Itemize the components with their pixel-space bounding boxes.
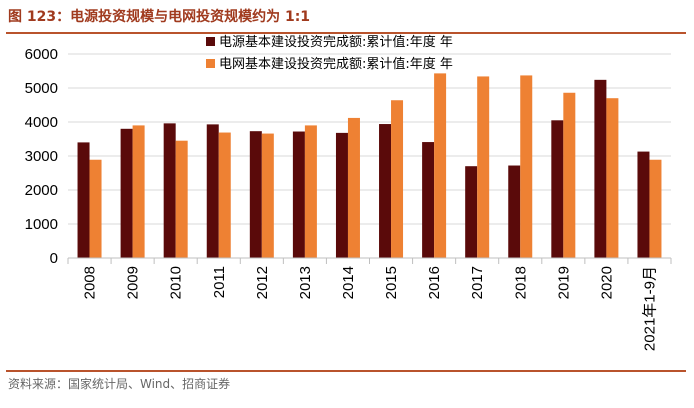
bar-power-grid-9 — [477, 76, 490, 258]
x-tick-label: 2020 — [598, 266, 615, 299]
bar-power-source-0 — [77, 142, 90, 258]
x-tick-label: 2021年1-9月 — [641, 266, 658, 351]
y-tick-label: 6000 — [25, 46, 58, 63]
x-tick-label: 2014 — [340, 266, 357, 299]
x-tick-label: 2017 — [469, 266, 486, 299]
x-tick-label: 2011 — [211, 266, 228, 298]
bar-power-source-13 — [637, 151, 650, 258]
x-axis-ticks: 2008 2009 2010 2011 2012 2013 2014 2015 2016 2017… — [67, 258, 672, 351]
bar-power-source-8 — [422, 142, 435, 258]
bar-power-source-6 — [335, 132, 348, 258]
y-gridlines — [68, 53, 671, 225]
bar-power-source-10 — [508, 165, 521, 258]
y-tick-label: 0 — [50, 250, 58, 267]
y-tick-label: 1000 — [25, 216, 58, 233]
x-tick-label: 2010 — [168, 266, 185, 299]
x-tick-label: 2008 — [82, 266, 99, 299]
x-tick-label: 2013 — [297, 266, 314, 299]
bar-power-source-7 — [379, 124, 392, 258]
chart-title: 图 123：电源投资规模与电网投资规模约为 1:1 — [8, 9, 311, 25]
bar-power-grid-0 — [89, 159, 102, 258]
bar-power-grid-1 — [132, 125, 145, 259]
legend-label-1: 电网基本建设投资完成额:累计值:年度 年 — [219, 56, 453, 72]
legend-swatch-1 — [206, 59, 215, 68]
bar-power-source-4 — [249, 131, 262, 258]
y-axis-ticks: 0 1000 2000 3000 4000 5000 6000 — [25, 46, 58, 267]
bar-power-grid-7 — [391, 100, 404, 259]
bar-power-source-12 — [594, 79, 607, 258]
y-tick-label: 2000 — [25, 182, 58, 199]
x-tick-label: 2015 — [383, 266, 400, 299]
bar-power-source-11 — [551, 120, 564, 258]
legend-label-0: 电源基本建设投资完成额:累计值:年度 年 — [219, 34, 453, 50]
bar-power-grid-8 — [434, 73, 447, 258]
source-note: 资料来源：国家统计局、Wind、招商证券 — [8, 377, 231, 391]
bar-power-grid-4 — [261, 133, 274, 258]
bar-power-grid-6 — [347, 117, 360, 258]
bar-power-source-5 — [292, 131, 305, 258]
y-tick-label: 3000 — [25, 148, 58, 165]
bar-power-grid-5 — [304, 125, 317, 259]
bar-power-grid-11 — [563, 92, 576, 258]
title-divider — [6, 32, 686, 34]
bar-power-grid-12 — [606, 98, 619, 258]
bar-power-grid-13 — [649, 159, 662, 258]
bar-power-source-9 — [465, 166, 478, 258]
x-tick-label: 2016 — [426, 266, 443, 299]
bar-power-source-3 — [206, 124, 219, 258]
bar-power-grid-3 — [218, 132, 231, 258]
y-tick-label: 4000 — [25, 114, 58, 131]
x-tick-label: 2019 — [555, 266, 572, 299]
source-divider — [6, 370, 686, 372]
bar-power-source-1 — [120, 128, 133, 258]
bars — [77, 73, 662, 259]
legend-swatch-0 — [206, 37, 215, 46]
x-tick-label: 2018 — [512, 266, 529, 299]
bar-power-source-2 — [163, 123, 176, 258]
bar-power-grid-2 — [175, 140, 188, 258]
bar-power-grid-10 — [520, 75, 533, 258]
y-tick-label: 5000 — [25, 80, 58, 97]
x-tick-label: 2012 — [254, 266, 271, 299]
x-tick-label: 2009 — [125, 266, 142, 299]
